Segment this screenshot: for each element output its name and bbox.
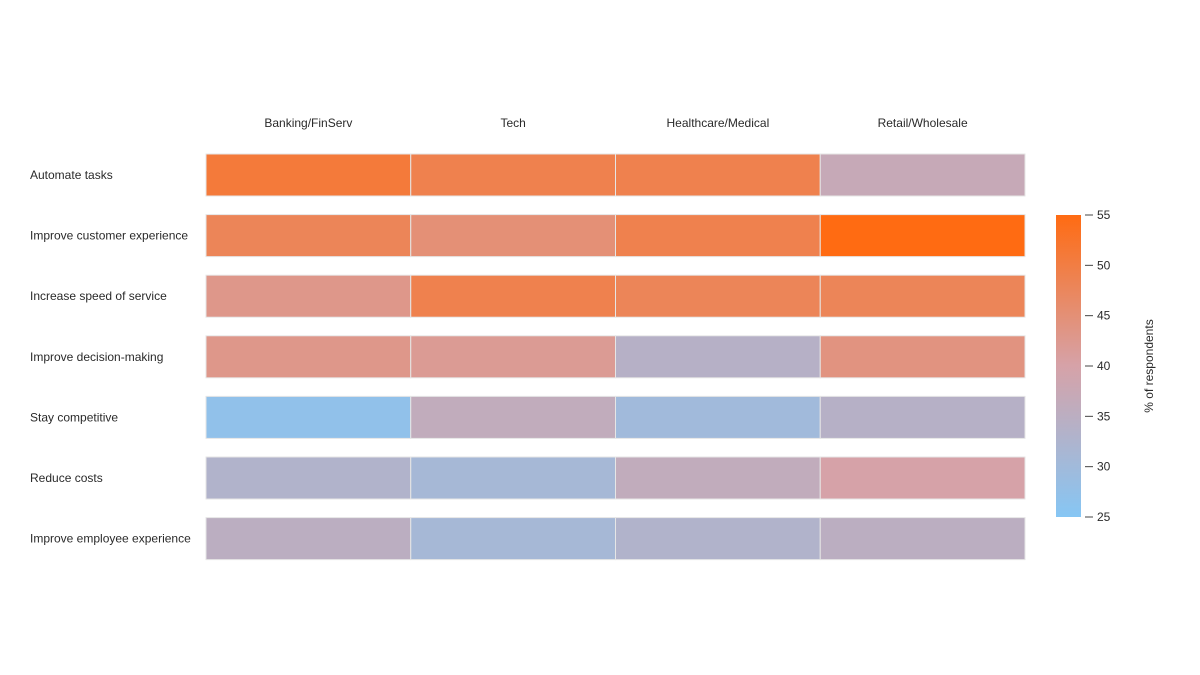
heatmap-cell bbox=[205, 214, 412, 258]
row-label: Stay competitive bbox=[30, 410, 118, 424]
heatmap-cell bbox=[819, 214, 1026, 258]
colorbar-tick-label: 35 bbox=[1097, 409, 1111, 423]
heatmap-cell bbox=[205, 395, 412, 439]
heatmap-cell bbox=[205, 456, 412, 500]
heatmap-cell bbox=[410, 153, 616, 197]
heatmap-cell bbox=[615, 274, 821, 318]
heatmap-cell bbox=[819, 274, 1026, 318]
heatmap-cell bbox=[410, 395, 616, 439]
row-label: Increase speed of service bbox=[30, 289, 167, 303]
row-label: Improve employee experience bbox=[30, 532, 191, 546]
heatmap-cell bbox=[819, 153, 1026, 197]
row-label: Automate tasks bbox=[30, 168, 113, 182]
heatmap-cell bbox=[205, 153, 412, 197]
heatmap-cell bbox=[615, 153, 821, 197]
colorbar-tick-label: 45 bbox=[1097, 309, 1111, 323]
heatmap-cell bbox=[615, 517, 821, 561]
heatmap-cells bbox=[205, 153, 1026, 561]
colorbar-tick-label: 25 bbox=[1097, 510, 1111, 524]
colorbar: 55 50 45 40 35 30 25 % of respondents bbox=[1056, 208, 1156, 524]
heatmap-cell bbox=[410, 335, 616, 379]
heatmap-cell bbox=[615, 456, 821, 500]
colorbar-tick-label: 55 bbox=[1097, 208, 1111, 222]
row-label: Improve customer experience bbox=[30, 229, 188, 243]
column-label: Healthcare/Medical bbox=[667, 116, 770, 130]
heatmap-cell bbox=[410, 517, 616, 561]
colorbar-tick-label: 30 bbox=[1097, 460, 1111, 474]
column-label: Banking/FinServ bbox=[264, 116, 352, 130]
colorbar-ticks: 55 50 45 40 35 30 25 bbox=[1085, 208, 1111, 524]
heatmap-cell bbox=[410, 456, 616, 500]
heatmap-cell bbox=[819, 456, 1026, 500]
row-label: Improve decision-making bbox=[30, 350, 163, 364]
heatmap-cell bbox=[819, 335, 1026, 379]
heatmap-cell bbox=[410, 274, 616, 318]
heatmap-cell bbox=[410, 214, 616, 258]
heatmap-cell bbox=[615, 214, 821, 258]
heatmap-cell bbox=[819, 517, 1026, 561]
heatmap-cell bbox=[615, 395, 821, 439]
column-label: Retail/Wholesale bbox=[878, 116, 968, 130]
row-label: Reduce costs bbox=[30, 471, 103, 485]
colorbar-title: % of respondents bbox=[1142, 319, 1156, 412]
colorbar-gradient bbox=[1056, 215, 1081, 517]
column-labels: Banking/FinServ Tech Healthcare/Medical Ret… bbox=[264, 116, 968, 130]
heatmap-cell bbox=[615, 335, 821, 379]
colorbar-tick-label: 40 bbox=[1097, 359, 1111, 373]
heatmap-cell bbox=[205, 274, 412, 318]
heatmap-cell bbox=[205, 517, 412, 561]
heatmap-cell bbox=[205, 335, 412, 379]
row-labels: Automate tasks Improve customer experienc… bbox=[30, 168, 191, 546]
colorbar-tick-label: 50 bbox=[1097, 258, 1111, 272]
heatmap-cell bbox=[819, 395, 1026, 439]
column-label: Tech bbox=[500, 116, 525, 130]
